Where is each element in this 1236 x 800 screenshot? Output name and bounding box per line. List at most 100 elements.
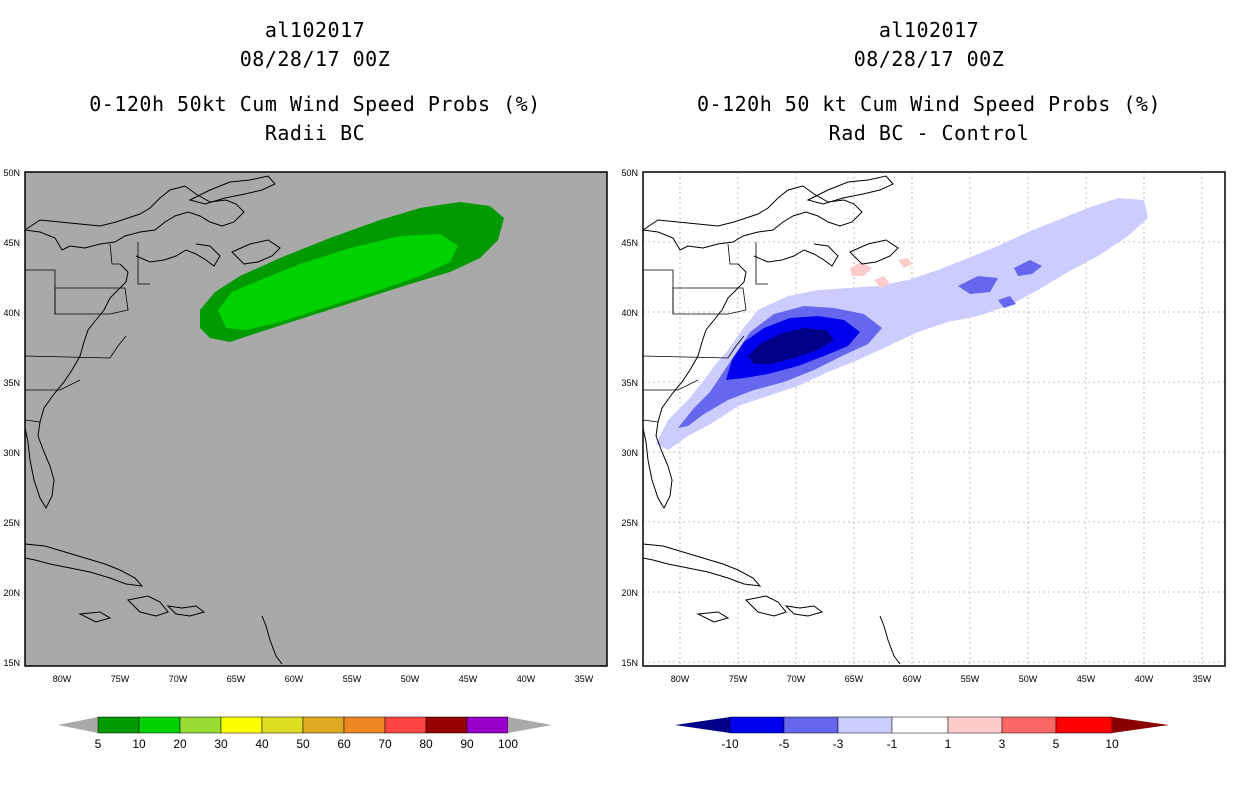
colorbar-label: 1	[945, 737, 952, 751]
colorbar-label: 5	[95, 737, 102, 751]
lat-label: 35N	[3, 378, 20, 388]
colorbar-over-arrow	[508, 717, 552, 733]
colorbar-swatch	[1055, 716, 1113, 734]
colorbar-label: 50	[296, 737, 310, 751]
right-map-frame	[642, 171, 1226, 667]
right-diff-contour-minus1	[656, 198, 1148, 450]
colorbar-swatch	[466, 716, 509, 734]
lat-label: 35N	[621, 378, 638, 388]
lon-label: 40W	[517, 674, 536, 684]
left-datetime: 08/28/17 00Z	[239, 47, 391, 71]
lon-label: 40W	[1135, 674, 1154, 684]
lon-label: 70W	[169, 674, 188, 684]
colorbar-label: -3	[833, 737, 844, 751]
lon-label: 80W	[671, 674, 690, 684]
colorbar-over-arrow	[1112, 717, 1169, 733]
colorbar-swatch	[729, 716, 785, 734]
colorbar-swatch	[343, 716, 386, 734]
colorbar-label: -1	[887, 737, 898, 751]
colorbar-label: 5	[1053, 737, 1060, 751]
colorbar-swatch	[947, 716, 1003, 734]
left-storm-id: al102017	[264, 18, 366, 42]
lat-label: 15N	[621, 658, 638, 668]
colorbar-swatch	[97, 716, 140, 734]
colorbar-label: 80	[419, 737, 433, 751]
colorbar-swatch	[837, 716, 893, 734]
lon-label: 75W	[111, 674, 130, 684]
lat-label: 50N	[621, 168, 638, 178]
lon-label: 80W	[53, 674, 72, 684]
right-map: 50N 45N 40N 35N 30N 25N 20N 15N 80W 75W …	[621, 168, 1226, 684]
right-diff-blobs-minus3	[958, 260, 1042, 308]
left-product-title: 0-120h 50kt Cum Wind Speed Probs (%)	[89, 92, 541, 116]
right-datetime: 08/28/17 00Z	[853, 47, 1005, 71]
lat-label: 15N	[3, 658, 20, 668]
colorbar-label: 30	[214, 737, 228, 751]
lat-label: 20N	[621, 588, 638, 598]
colorbar-swatch	[302, 716, 345, 734]
right-map-background	[643, 172, 1225, 666]
colorbar-swatch	[891, 716, 949, 734]
lon-label: 70W	[787, 674, 806, 684]
lon-label: 50W	[1019, 674, 1038, 684]
lon-label: 65W	[227, 674, 246, 684]
lon-label: 55W	[343, 674, 362, 684]
right-title-block: al102017 08/28/17 00Z 0-120h 50 kt Cum W…	[636, 16, 1222, 148]
right-storm-id: al102017	[878, 18, 980, 42]
left-coastlines	[23, 175, 283, 665]
colorbar-swatch	[138, 716, 181, 734]
lat-label: 25N	[621, 518, 638, 528]
colorbar-label: 90	[460, 737, 474, 751]
colorbar-label: -10	[721, 737, 739, 751]
left-experiment-title: Radii BC	[264, 121, 366, 145]
left-map: 50N 45N 40N 35N 30N 25N 20N 15N 80W 75W …	[3, 168, 608, 684]
colorbar-label: 3	[999, 737, 1006, 751]
colorbar-label: 70	[378, 737, 392, 751]
right-colorbar: -10 -5 -3 -1 1 3 5 10	[675, 716, 1169, 751]
lon-label: 45W	[459, 674, 478, 684]
lat-label: 40N	[3, 308, 20, 318]
lon-label: 50W	[401, 674, 420, 684]
left-prob-contour-10pct	[218, 234, 458, 330]
lon-label: 60W	[903, 674, 922, 684]
colorbar-swatch	[261, 716, 304, 734]
lon-label: 65W	[845, 674, 864, 684]
colorbar-swatch	[1001, 716, 1057, 734]
colorbar-swatch	[179, 716, 222, 734]
lon-label: 75W	[729, 674, 748, 684]
right-product-title: 0-120h 50 kt Cum Wind Speed Probs (%)	[696, 92, 1162, 116]
right-lat-labels: 50N 45N 40N 35N 30N 25N 20N 15N	[621, 168, 638, 668]
left-lon-labels: 80W 75W 70W 65W 60W 55W 50W 45W 40W 35W	[53, 674, 594, 684]
lat-label: 40N	[621, 308, 638, 318]
left-title-block: al102017 08/28/17 00Z 0-120h 50kt Cum Wi…	[25, 16, 605, 148]
right-diff-contour-minus10	[748, 328, 834, 364]
colorbar-under-arrow	[675, 717, 730, 733]
colorbar-label: 40	[255, 737, 269, 751]
lat-label: 30N	[3, 448, 20, 458]
lat-label: 50N	[3, 168, 20, 178]
left-state-borders	[24, 242, 150, 423]
colorbar-label: 60	[337, 737, 351, 751]
right-experiment-title: Rad BC - Control	[828, 121, 1030, 145]
lon-label: 55W	[961, 674, 980, 684]
colorbar-under-arrow	[58, 717, 98, 733]
lat-label: 45N	[3, 238, 20, 248]
lat-label: 25N	[3, 518, 20, 528]
colorbar-label: 100	[498, 737, 518, 751]
lat-label: 45N	[621, 238, 638, 248]
lat-label: 30N	[621, 448, 638, 458]
left-lat-labels: 50N 45N 40N 35N 30N 25N 20N 15N	[3, 168, 20, 668]
colorbar-label: 10	[132, 737, 146, 751]
lon-label: 60W	[285, 674, 304, 684]
right-coastlines	[641, 175, 901, 665]
lon-label: 35W	[1193, 674, 1212, 684]
colorbar-swatch	[220, 716, 263, 734]
colorbar-label: 20	[173, 737, 187, 751]
colorbar-swatch	[384, 716, 427, 734]
right-lon-labels: 80W 75W 70W 65W 60W 55W 50W 45W 40W 35W	[671, 674, 1212, 684]
colorbar-swatch	[425, 716, 468, 734]
right-state-borders	[642, 242, 768, 423]
lon-label: 45W	[1077, 674, 1096, 684]
right-diff-blobs-plus1	[850, 258, 912, 288]
colorbar-label: 10	[1105, 737, 1119, 751]
